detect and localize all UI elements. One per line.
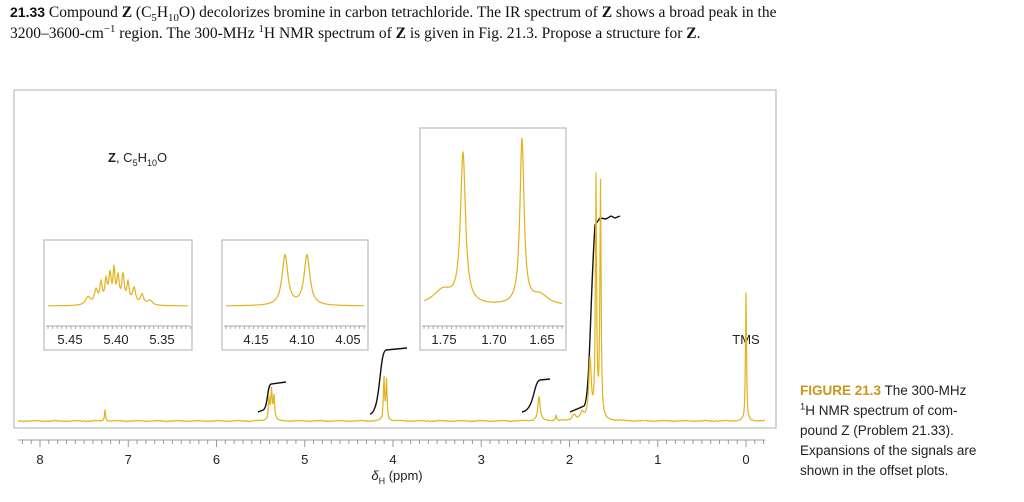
text: H [156,4,169,21]
text: shows a broad peak in the [612,4,777,21]
x-tick-label: 2 [566,452,573,467]
integral [569,215,621,413]
inset-frame [43,239,193,351]
text: Z [601,4,613,21]
text: H [379,476,386,486]
text: Z [686,25,697,42]
caption-line: 1H NMR spectrum of com- [800,401,958,418]
text: (ppm) [385,468,423,483]
x-tick-label: 1 [654,452,661,467]
caption-line: FIGURE 21.3 The 300-MHz [800,383,966,398]
x-tick-label: 8 [36,452,43,467]
text: pound Z (Problem 21.33). [800,423,954,438]
x-tick-label: 6 [213,452,220,467]
text: , C [116,150,133,165]
text: Z [395,25,406,42]
text: δ [371,468,379,483]
inset-spectrum [48,264,188,307]
integral [521,378,551,413]
text: Compound [48,4,122,21]
x-axis-label: δH (ppm) [371,468,422,486]
text: 5 [133,158,138,168]
text: H NMR spectrum of [263,25,396,42]
inset-frame [419,127,567,351]
text: H NMR spectrum of com- [805,403,958,418]
text: shown in the offset plots. [800,463,949,478]
text: 5 [151,12,157,25]
caption-line: shown in the offset plots. [800,463,948,478]
text: (C [132,4,152,21]
inset-tick-label: 5.45 [57,332,82,347]
spectrum [17,172,766,423]
caption-line: Expansions of the signals are [800,443,976,458]
text: is given in Fig. 21.3. Propose a structu… [405,25,687,42]
text: −1 [103,22,116,35]
problem-number: 21.33 [10,4,46,20]
inset-spectrum [423,137,563,304]
problem-line: 3200–3600-cm−1 region. The 300-MHz 1H NM… [10,22,701,43]
text: O [157,150,167,165]
text: H [138,150,147,165]
text: Z [108,150,116,165]
text: O) decolorizes bromine in carbon tetrach… [178,4,602,21]
x-tick-label: 4 [389,452,396,467]
text: Z [121,4,133,21]
figure-label: FIGURE 21.3 [800,383,882,398]
text: Expansions of the signals are [800,443,977,458]
integral [257,381,287,413]
integral-curves [257,215,621,415]
text: 1 [258,22,264,35]
text: region. The 300-MHz [115,25,259,42]
text: . [696,25,701,42]
text: The 300-MHz [881,383,967,398]
inset-tick-label: 5.40 [103,332,128,347]
inset-frame [221,239,369,351]
inset-tick-label: 4.10 [289,332,314,347]
problem-line: 21.33 Compound Z (C5H10O) decolorizes br… [10,4,777,25]
text: 10 [168,12,179,25]
inset-spectrum [226,253,364,307]
inset-tick-label: 4.05 [335,332,360,347]
integral [369,347,408,415]
figure-frame [13,89,777,429]
text: 3200–3600-cm [10,25,104,42]
inset-tick-label: 1.65 [529,332,554,347]
inset-tick-label: 5.35 [149,332,174,347]
compound-label: Z, C5H10O [108,150,167,168]
x-tick-label: 7 [125,452,132,467]
text: 10 [147,158,157,168]
text: 1 [800,401,806,413]
x-tick-label: 0 [742,452,749,467]
inset-tick-label: 4.15 [243,332,268,347]
x-tick-label: 3 [478,452,485,467]
inset-tick-label: 1.70 [481,332,506,347]
caption-line: pound Z (Problem 21.33). [800,423,954,438]
x-tick-label: 5 [301,452,308,467]
inset-tick-label: 1.75 [431,332,456,347]
